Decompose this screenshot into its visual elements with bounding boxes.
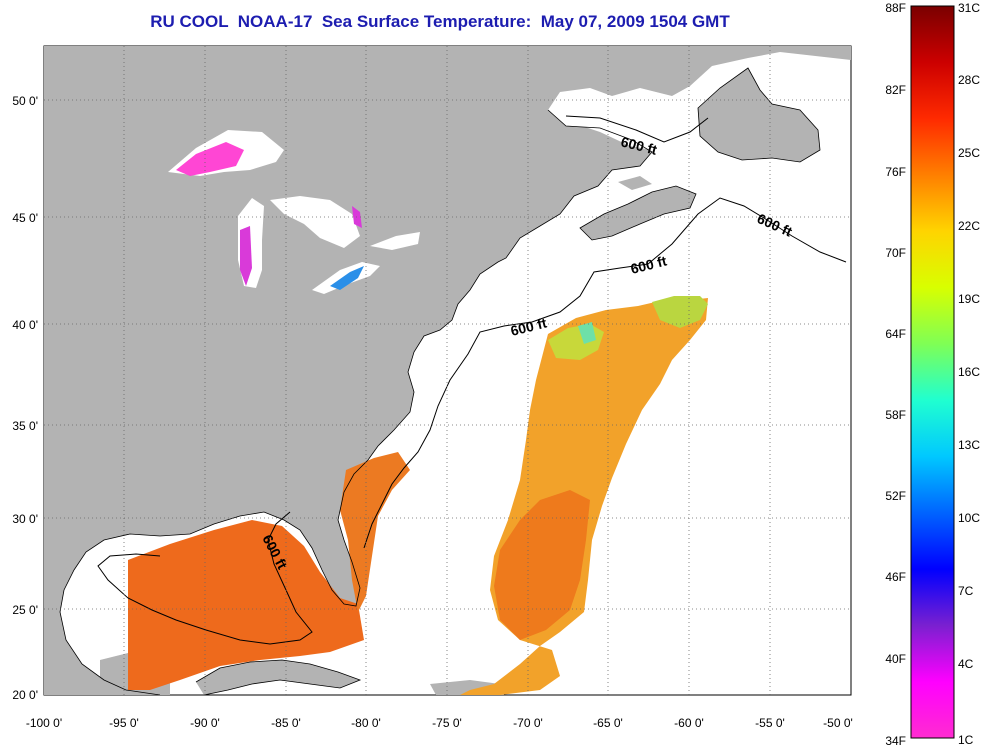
isobath-600ft-gulf — [97, 511, 313, 645]
colorbar-fahrenheit-labels: 88F 82F 76F 70F 64F 58F 52F 46F 40F 34F — [885, 1, 906, 748]
colorbar-c-label: 31C — [958, 1, 980, 15]
y-tick-label: 50 0' — [12, 94, 38, 108]
x-tick-label: -100 0' — [26, 716, 62, 730]
x-tick-label: -90 0' — [190, 716, 220, 730]
colorbar-c-label: 10C — [958, 511, 980, 525]
y-tick-label: 25 0' — [12, 603, 38, 617]
sst-lake-erie — [330, 266, 364, 290]
y-tick-label: 40 0' — [12, 318, 38, 332]
coastline-nova-scotia — [579, 185, 697, 241]
colorbar — [910, 5, 955, 739]
x-tick-label: -60 0' — [674, 716, 704, 730]
isobath-600ft-gsl — [565, 115, 709, 143]
colorbar-f-label: 46F — [885, 570, 906, 584]
colorbar-c-label: 28C — [958, 73, 980, 87]
land-newfoundland — [698, 68, 820, 162]
y-tick-label: 35 0' — [12, 419, 38, 433]
x-axis-ticks: -100 0' -95 0' -90 0' -85 0' -80 0' -75 … — [26, 716, 853, 730]
colorbar-c-label: 13C — [958, 438, 980, 452]
x-tick-label: -50 0' — [823, 716, 853, 730]
colorbar-f-label: 58F — [885, 408, 906, 422]
colorbar-c-label: 7C — [958, 584, 974, 598]
sst-lake-michigan — [240, 226, 252, 286]
colorbar-c-label: 16C — [958, 365, 980, 379]
lake-ontario — [370, 232, 420, 250]
land-pei — [618, 176, 652, 190]
x-tick-label: -95 0' — [109, 716, 139, 730]
y-axis-ticks: 50 0' 45 0' 40 0' 35 0' 30 0' 25 0' 20 0… — [12, 94, 38, 702]
colorbar-f-label: 76F — [885, 165, 906, 179]
land-nova-scotia — [580, 186, 696, 240]
colorbar-f-label: 70F — [885, 246, 906, 260]
colorbar-f-label: 82F — [885, 83, 906, 97]
colorbar-c-label: 19C — [958, 292, 980, 306]
colorbar-f-label: 52F — [885, 489, 906, 503]
sst-lake-superior — [176, 142, 244, 176]
colorbar-c-label: 22C — [958, 219, 980, 233]
sst-gulf-of-mexico — [128, 520, 364, 690]
y-tick-label: 20 0' — [12, 688, 38, 702]
x-tick-label: -70 0' — [513, 716, 543, 730]
sst-florida-east — [340, 452, 410, 612]
gulf-st-lawrence — [560, 98, 690, 150]
sst-cyan-patch — [578, 322, 596, 344]
x-tick-label: -55 0' — [755, 716, 785, 730]
x-tick-label: -80 0' — [351, 716, 381, 730]
colorbar-c-label: 4C — [958, 657, 974, 671]
colorbar-celsius-labels: 31C 28C 25C 22C 19C 16C 13C 10C 7C 4C 1C — [958, 1, 980, 747]
colorbar-f-label: 40F — [885, 652, 906, 666]
isobath-600ft-atlantic — [363, 197, 847, 549]
colorbar-f-label: 64F — [885, 327, 906, 341]
coastline-cuba — [195, 659, 362, 695]
map-title: RU COOL NOAA-17 Sea Surface Temperature:… — [150, 12, 730, 31]
x-tick-label: -85 0' — [271, 716, 301, 730]
sst-cool-patch-ne — [652, 296, 708, 328]
x-tick-label: -75 0' — [432, 716, 462, 730]
coastline-newfoundland — [697, 67, 821, 163]
colorbar-f-label: 88F — [885, 1, 906, 15]
y-tick-label: 45 0' — [12, 211, 38, 225]
lake-huron — [270, 196, 360, 248]
colorbar-c-label: 25C — [958, 146, 980, 160]
x-tick-label: -65 0' — [593, 716, 623, 730]
y-tick-label: 30 0' — [12, 512, 38, 526]
colorbar-c-label: 1C — [958, 733, 974, 747]
colorbar-f-label: 34F — [885, 734, 906, 748]
sst-atlantic-warm-core — [494, 490, 590, 640]
coastline-east — [59, 109, 653, 695]
land-cuba — [196, 660, 360, 695]
